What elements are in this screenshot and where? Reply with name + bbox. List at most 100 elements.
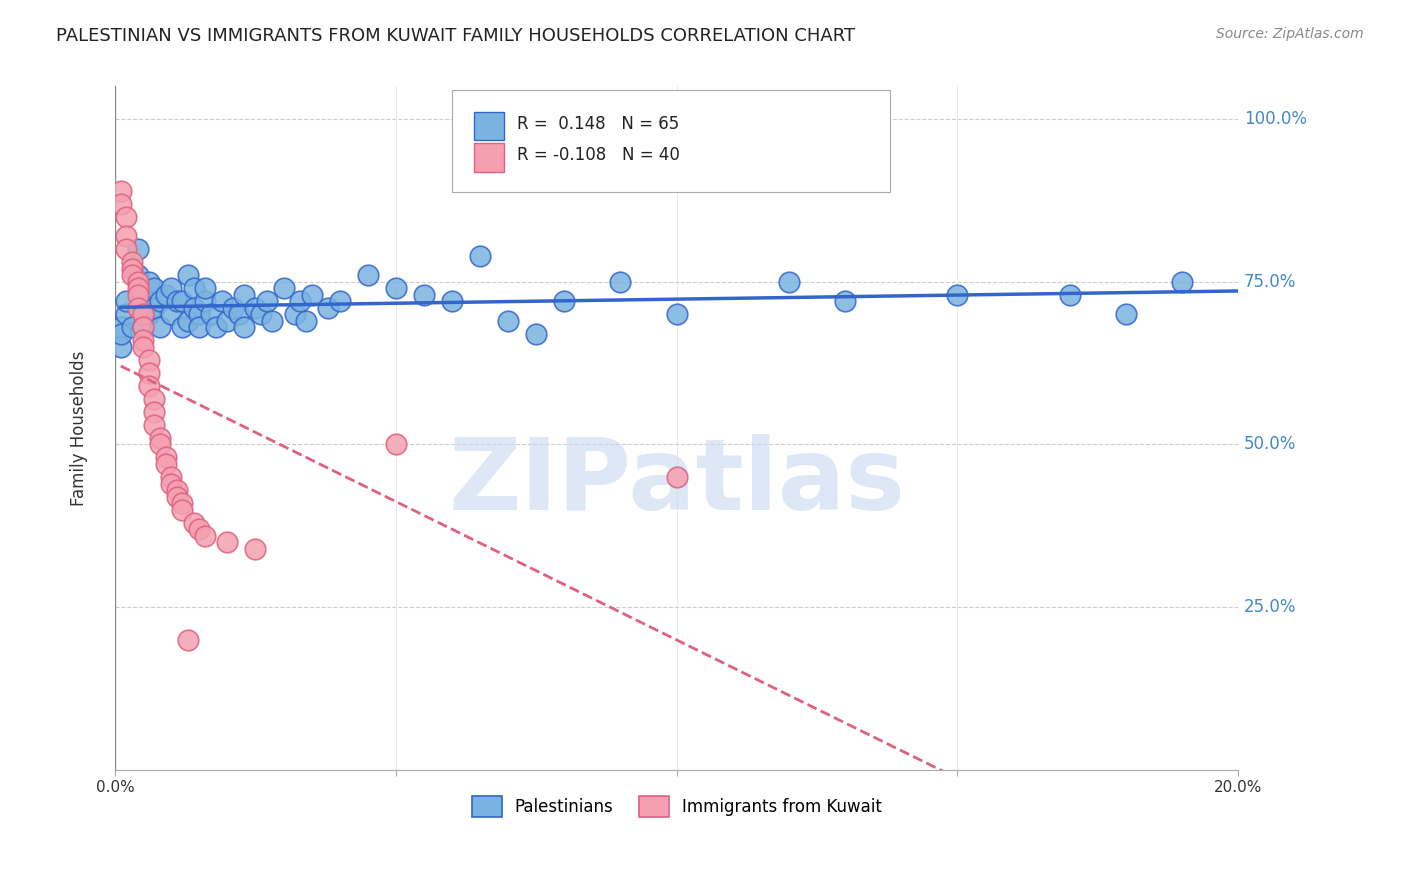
Point [357, 268, 380, 282]
Point [127, 275, 149, 289]
Point [121, 320, 143, 334]
Point [496, 314, 519, 328]
Point [194, 281, 217, 295]
Point [127, 268, 149, 282]
Point [188, 320, 211, 334]
Point [115, 229, 138, 244]
Point [110, 326, 132, 341]
Point [413, 287, 436, 301]
Point [155, 450, 177, 465]
Point [160, 476, 183, 491]
Point [143, 392, 166, 406]
Point [318, 301, 340, 315]
Point [166, 294, 188, 309]
Point [1059, 287, 1081, 301]
Point [166, 490, 188, 504]
Point [385, 281, 408, 295]
Text: Source: ZipAtlas.com: Source: ZipAtlas.com [1216, 27, 1364, 41]
Point [160, 307, 183, 321]
Point [149, 294, 172, 309]
Point [295, 314, 318, 328]
Point [172, 496, 194, 510]
Point [172, 320, 194, 334]
Point [1171, 275, 1194, 289]
Point [290, 294, 312, 309]
Point [138, 352, 160, 367]
Point [245, 301, 267, 315]
Point [194, 294, 217, 309]
Point [665, 307, 688, 321]
Point [665, 470, 688, 484]
Point [200, 307, 222, 321]
Point [188, 522, 211, 536]
Point [160, 281, 183, 295]
Point [138, 275, 160, 289]
Point [143, 405, 166, 419]
Point [132, 287, 155, 301]
Point [110, 320, 132, 334]
Point [172, 502, 194, 516]
Point [143, 417, 166, 432]
Point [132, 307, 155, 321]
Point [273, 281, 295, 295]
Text: 50.0%: 50.0% [1244, 435, 1296, 453]
Point [115, 210, 138, 224]
Point [284, 307, 307, 321]
Point [183, 516, 205, 530]
Text: R = -0.108   N = 40: R = -0.108 N = 40 [517, 146, 681, 164]
Text: R =  0.148   N = 65: R = 0.148 N = 65 [517, 115, 679, 133]
Point [127, 287, 149, 301]
Point [166, 483, 188, 497]
Point [155, 457, 177, 471]
Point [385, 437, 408, 451]
Point [250, 307, 273, 321]
Legend: Palestinians, Immigrants from Kuwait: Palestinians, Immigrants from Kuwait [465, 789, 889, 823]
Point [222, 301, 245, 315]
Point [138, 307, 160, 321]
Point [132, 333, 155, 347]
Point [132, 320, 155, 334]
Point [946, 287, 969, 301]
Point [115, 294, 138, 309]
Point [233, 287, 256, 301]
Point [183, 301, 205, 315]
Point [121, 268, 143, 282]
Point [127, 301, 149, 315]
Point [177, 314, 200, 328]
Point [778, 275, 800, 289]
Point [121, 255, 143, 269]
Point [217, 535, 239, 549]
FancyBboxPatch shape [453, 90, 890, 193]
Point [194, 528, 217, 542]
Point [553, 294, 575, 309]
Text: PALESTINIAN VS IMMIGRANTS FROM KUWAIT FAMILY HOUSEHOLDS CORRELATION CHART: PALESTINIAN VS IMMIGRANTS FROM KUWAIT FA… [56, 27, 855, 45]
Point [228, 307, 250, 321]
Point [211, 294, 233, 309]
Text: 75.0%: 75.0% [1244, 273, 1296, 291]
Point [233, 320, 256, 334]
Point [468, 249, 491, 263]
Text: Family Households: Family Households [70, 351, 89, 506]
Point [115, 307, 138, 321]
Point [609, 275, 631, 289]
FancyBboxPatch shape [474, 143, 503, 172]
Point [110, 196, 132, 211]
Point [188, 307, 211, 321]
Point [183, 281, 205, 295]
Point [329, 294, 352, 309]
Text: 100.0%: 100.0% [1244, 110, 1306, 128]
Point [262, 314, 284, 328]
Point [1115, 307, 1137, 321]
Point [245, 541, 267, 556]
Point [441, 294, 464, 309]
FancyBboxPatch shape [474, 112, 503, 140]
Point [149, 431, 172, 445]
Point [217, 314, 239, 328]
Point [132, 320, 155, 334]
Point [177, 632, 200, 647]
Point [138, 379, 160, 393]
Point [301, 287, 323, 301]
Point [155, 287, 177, 301]
Point [121, 261, 143, 276]
Point [177, 268, 200, 282]
